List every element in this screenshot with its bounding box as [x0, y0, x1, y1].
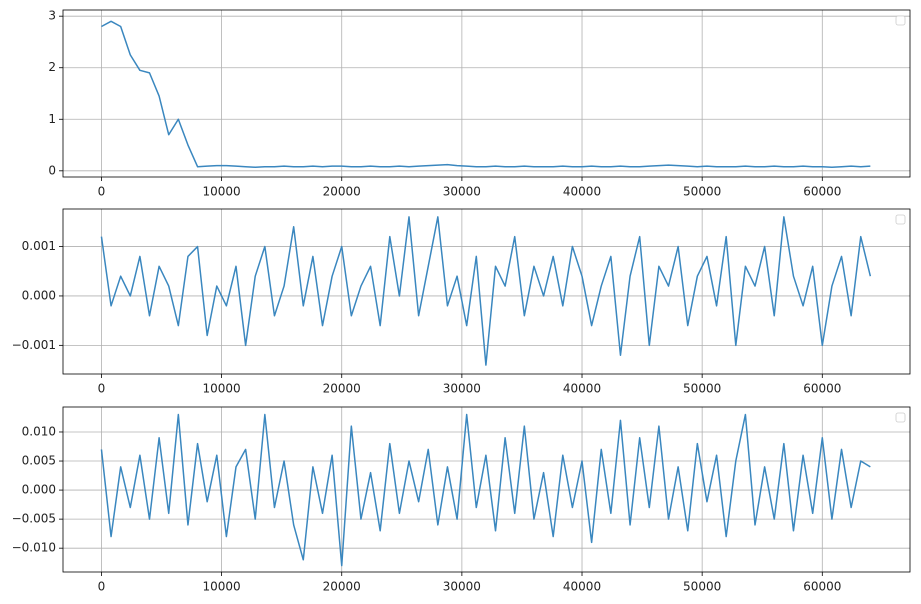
y-tick-label: 0.001	[22, 239, 56, 253]
x-tick-label: 10000	[202, 185, 240, 199]
x-tick-label: 10000	[202, 580, 240, 594]
x-tick-label: 40000	[563, 185, 601, 199]
axes-frame	[62, 9, 911, 178]
y-tick-label: 2	[48, 60, 56, 74]
x-tick-label: 60000	[803, 185, 841, 199]
y-tick-label: −0.005	[12, 512, 56, 526]
x-tick-label: 60000	[803, 580, 841, 594]
legend-box	[895, 15, 906, 26]
y-tick-label: −0.001	[12, 338, 56, 352]
subplot: 0 10000 20000 30000 40000 50000 60000 −0.010 −0.…	[12, 406, 911, 594]
y-tick-label: −0.010	[12, 541, 56, 555]
y-tick-label: 3	[48, 9, 56, 23]
x-tick-label: 10000	[202, 382, 240, 396]
x-tick-label: 0	[98, 580, 106, 594]
x-tick-label: 40000	[563, 382, 601, 396]
x-tick-label: 0	[98, 382, 106, 396]
y-tick-label: 0.000	[22, 288, 56, 302]
legend-box	[895, 412, 906, 423]
subplot: 0 10000 20000 30000 40000 50000 60000 −0.001 0.0…	[12, 208, 911, 396]
line-series	[100, 413, 871, 567]
y-tick-label: 0	[48, 163, 56, 177]
x-tick-label: 50000	[683, 382, 721, 396]
y-tick-label: 0.000	[22, 483, 56, 497]
x-tick-label: 30000	[443, 382, 481, 396]
x-tick-label: 50000	[683, 185, 721, 199]
y-tick-label: 0.005	[22, 454, 56, 468]
x-tick-label: 20000	[323, 185, 361, 199]
x-tick-label: 20000	[323, 382, 361, 396]
y-tick-label: 0.010	[22, 424, 56, 438]
x-tick-label: 40000	[563, 580, 601, 594]
line-series	[100, 216, 872, 366]
x-tick-label: 30000	[443, 580, 481, 594]
x-tick-label: 60000	[803, 382, 841, 396]
subplot: 0 10000 20000 30000 40000 50000 60000 0 1 2 3	[48, 9, 911, 199]
x-tick-label: 50000	[683, 580, 721, 594]
legend-box	[895, 214, 906, 225]
x-tick-label: 0	[98, 185, 106, 199]
x-tick-label: 20000	[323, 580, 361, 594]
axes-frame	[62, 406, 911, 573]
y-tick-label: 1	[48, 112, 56, 126]
line-series	[101, 20, 871, 168]
axes-frame	[62, 208, 911, 375]
x-tick-label: 30000	[443, 185, 481, 199]
